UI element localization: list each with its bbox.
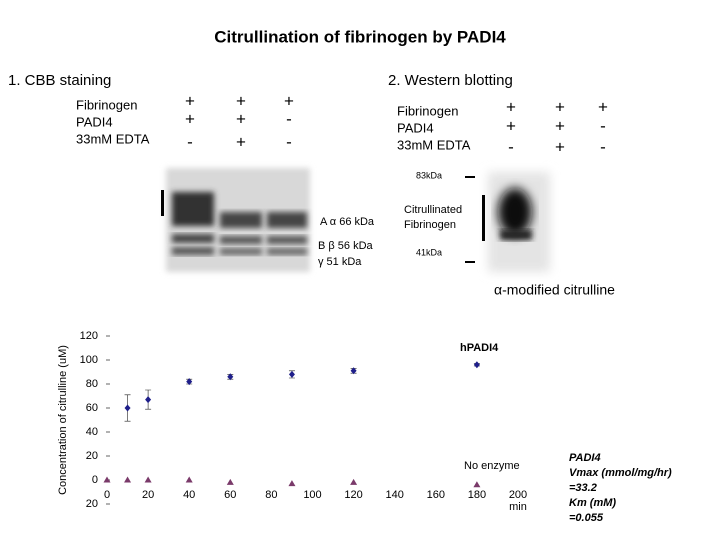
- y-tick-label: 80: [86, 378, 98, 390]
- band-label: γ 51 kDa: [318, 256, 362, 268]
- sign: +: [185, 91, 195, 110]
- data-point: [145, 396, 152, 404]
- sign: +: [284, 91, 294, 110]
- band-label: Fibrinogen: [404, 219, 456, 231]
- chart-title: α-modified citrulline: [494, 282, 615, 298]
- x-tick-label: 40: [183, 489, 195, 501]
- band-label: B β 56 kDa: [318, 240, 374, 252]
- sign: -: [600, 137, 606, 156]
- kinetics-note: =33.2: [569, 482, 597, 494]
- row-label: PADI4: [397, 120, 434, 135]
- sign: +: [185, 109, 195, 128]
- kinetics-note: Km (mM): [569, 497, 616, 509]
- x-tick-label: 100: [303, 489, 321, 501]
- series-label: hPADI4: [460, 342, 499, 354]
- x-tick-label: 80: [265, 489, 277, 501]
- sign: +: [506, 116, 516, 135]
- marker-label: 83kDa: [416, 170, 442, 180]
- data-point: [473, 481, 481, 488]
- cbb-gel: [161, 168, 310, 272]
- sign: -: [508, 137, 514, 156]
- x-unit: min: [509, 501, 527, 513]
- data-point: [227, 373, 234, 381]
- data-point: [350, 478, 358, 485]
- row-label: Fibrinogen: [397, 103, 458, 118]
- y-tick-label: 40: [86, 426, 98, 438]
- band-label: A α 66 kDa: [320, 216, 375, 228]
- data-point: [103, 476, 111, 483]
- x-tick-label: 0: [104, 489, 110, 501]
- x-tick-label: 20: [142, 489, 154, 501]
- data-point: [124, 404, 131, 412]
- sign: -: [286, 132, 292, 151]
- western-blot: [465, 172, 550, 272]
- sign: +: [555, 116, 565, 135]
- x-tick-label: 140: [386, 489, 404, 501]
- row-label: 33mM EDTA: [397, 137, 471, 152]
- data-point: [185, 476, 193, 483]
- sign: +: [506, 97, 516, 116]
- sign: +: [555, 97, 565, 116]
- data-point: [226, 478, 234, 485]
- data-point: [288, 480, 296, 487]
- x-tick-label: 60: [224, 489, 236, 501]
- band-label: Citrullinated: [404, 204, 462, 216]
- series-label: No enzyme: [464, 460, 520, 472]
- sign: -: [187, 132, 193, 151]
- y-tick-label: 60: [86, 402, 98, 414]
- slide-title: Citrullination of fibrinogen by PADI4: [214, 27, 506, 46]
- y-tick-label: 20: [86, 498, 98, 510]
- data-point: [473, 361, 480, 369]
- sign: +: [598, 97, 608, 116]
- data-point: [186, 378, 193, 386]
- sign: -: [600, 116, 606, 135]
- y-tick-label: 20: [86, 450, 98, 462]
- y-tick-label: 100: [80, 354, 98, 366]
- x-tick-label: 200: [509, 489, 527, 501]
- sign: +: [236, 91, 246, 110]
- x-tick-label: 160: [427, 489, 445, 501]
- sign: +: [555, 137, 565, 156]
- kinetics-note: PADI4: [569, 452, 601, 464]
- x-tick-label: 120: [344, 489, 362, 501]
- sign: +: [236, 109, 246, 128]
- y-axis-label: Concentration of citrulline (uM): [57, 345, 69, 495]
- kinetics-note: =0.055: [569, 512, 604, 524]
- data-point: [144, 476, 152, 483]
- row-label: PADI4: [76, 114, 113, 129]
- sign: -: [286, 109, 292, 128]
- row-label: 33mM EDTA: [76, 131, 150, 146]
- data-point: [350, 367, 357, 375]
- data-point: [288, 370, 295, 378]
- y-tick-label: 120: [80, 330, 98, 342]
- western-heading: 2. Western blotting: [388, 72, 513, 89]
- row-label: Fibrinogen: [76, 97, 137, 112]
- sign: +: [236, 132, 246, 151]
- cbb-heading: 1. CBB staining: [8, 72, 111, 89]
- marker-label: 41kDa: [416, 247, 442, 257]
- data-point: [124, 476, 132, 483]
- kinetics-note: Vmax (mmol/mg/hr): [569, 467, 672, 479]
- x-tick-label: 180: [468, 489, 486, 501]
- y-tick-label: 0: [92, 474, 98, 486]
